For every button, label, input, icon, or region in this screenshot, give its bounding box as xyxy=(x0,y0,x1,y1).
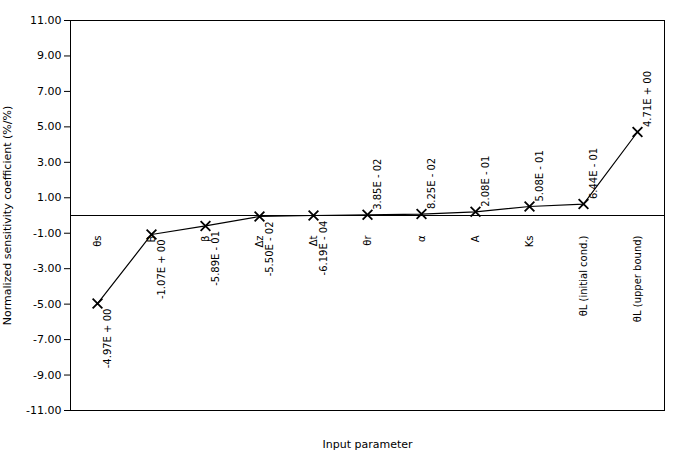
svg-text:θr: θr xyxy=(362,235,373,246)
svg-text:θL (initial cond.): θL (initial cond.) xyxy=(578,235,589,316)
svg-text:-1.00: -1.00 xyxy=(33,227,61,240)
svg-text:Ks: Ks xyxy=(524,236,535,248)
svg-text:α: α xyxy=(416,235,427,242)
svg-text:3.85E - 02: 3.85E - 02 xyxy=(372,159,383,210)
svg-text:β: β xyxy=(199,235,211,242)
svg-text:-7.00: -7.00 xyxy=(33,333,61,346)
svg-text:Δt: Δt xyxy=(307,235,319,247)
svg-text:8.25E - 02: 8.25E - 02 xyxy=(426,158,437,209)
svg-text:5.00: 5.00 xyxy=(37,120,62,133)
svg-text:-9.00: -9.00 xyxy=(33,369,61,382)
svg-text:A: A xyxy=(470,235,481,242)
svg-text:4.71E + 00: 4.71E + 00 xyxy=(642,71,653,127)
svg-text:-1.07E + 00: -1.07E + 00 xyxy=(156,239,167,299)
svg-text:Input parameter: Input parameter xyxy=(322,438,413,450)
svg-text:-4.97E + 00: -4.97E + 00 xyxy=(102,309,113,369)
svg-text:5.08E - 01: 5.08E - 01 xyxy=(534,150,545,201)
svg-text:-11.00: -11.00 xyxy=(26,404,61,417)
svg-text:-5.89E - 01: -5.89E - 01 xyxy=(210,231,221,286)
svg-text:1.00: 1.00 xyxy=(37,191,62,204)
svg-text:-5.50E - 02: -5.50E - 02 xyxy=(264,221,275,276)
svg-text:2.08E - 01: 2.08E - 01 xyxy=(480,156,491,207)
svg-text:9.00: 9.00 xyxy=(37,49,62,62)
svg-text:-3.00: -3.00 xyxy=(33,262,61,275)
svg-text:3.00: 3.00 xyxy=(37,156,62,169)
svg-text:6.44E - 01: 6.44E - 01 xyxy=(588,148,599,199)
svg-text:-5.00: -5.00 xyxy=(33,298,61,311)
svg-text:Normalized sensitivity coeffic: Normalized sensitivity coefficient (%/%) xyxy=(1,106,14,325)
svg-text:7.00: 7.00 xyxy=(37,85,62,98)
svg-text:θL (upper bound): θL (upper bound) xyxy=(632,235,643,322)
svg-text:B: B xyxy=(145,235,157,243)
svg-text:Δz: Δz xyxy=(253,235,265,248)
svg-text:θs: θs xyxy=(92,236,103,247)
svg-text:11.00: 11.00 xyxy=(30,14,62,27)
svg-text:-6.19E - 04: -6.19E - 04 xyxy=(318,221,329,276)
